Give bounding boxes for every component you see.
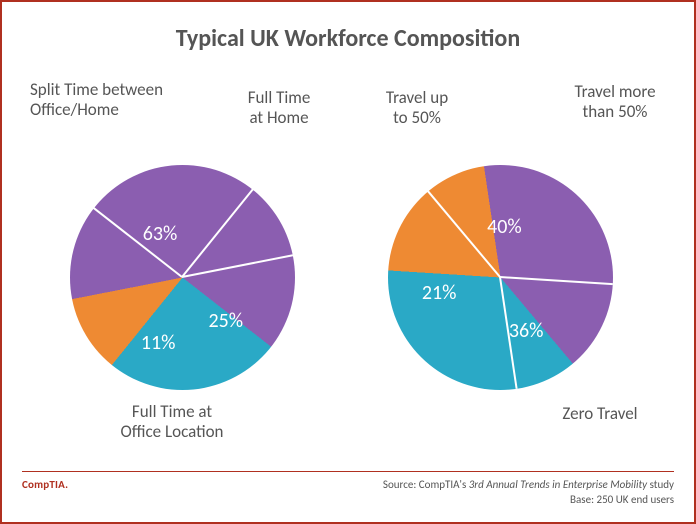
label-travel-up-to-50: Travel upto 50% [357, 88, 477, 129]
pie-work-location: 25% 11% 63% [70, 165, 295, 390]
source-suffix: study [647, 478, 674, 491]
pie-travel: 36% 21% 40% [388, 165, 613, 390]
slice-value: 21% [422, 281, 457, 305]
slice-value: 11% [141, 331, 176, 355]
pie-chart-2: 36% 21% 40% [388, 165, 613, 390]
base-line: Base: 250 UK end users [383, 493, 674, 508]
pie-chart-1: 25% 11% 63% [70, 165, 295, 390]
label-zero-travel: Zero Travel [520, 404, 680, 424]
footer: CompTIA. Source: CompTIA's 3rd Annual Tr… [22, 471, 674, 508]
slice-value: 63% [143, 222, 178, 246]
slice-value: 25% [208, 309, 243, 333]
label-full-time-home: Full Timeat Home [224, 88, 334, 129]
label-travel-more-50: Travel morethan 50% [550, 82, 680, 123]
source-prefix: Source: CompTIA's [383, 478, 469, 491]
logo-dot: . [65, 478, 68, 491]
footer-rule [22, 471, 674, 472]
slice-value: 36% [509, 319, 544, 343]
label-split-time: Split Time betweenOffice/Home [30, 80, 210, 121]
label-full-time-office: Full Time atOffice Location [82, 402, 262, 443]
logo-text: CompTIA [22, 478, 65, 491]
chart-frame: Typical UK Workforce Composition 25% 11% 6… [0, 0, 696, 524]
chart-title: Typical UK Workforce Composition [2, 24, 694, 53]
slice-value: 40% [487, 215, 522, 239]
pie-separator [500, 276, 612, 285]
source-study: 3rd Annual Trends in Enterprise Mobility [469, 478, 647, 491]
source-line: Source: CompTIA's 3rd Annual Trends in E… [383, 478, 674, 493]
source-block: Source: CompTIA's 3rd Annual Trends in E… [383, 478, 674, 508]
logo-comptia: CompTIA. [22, 478, 68, 491]
